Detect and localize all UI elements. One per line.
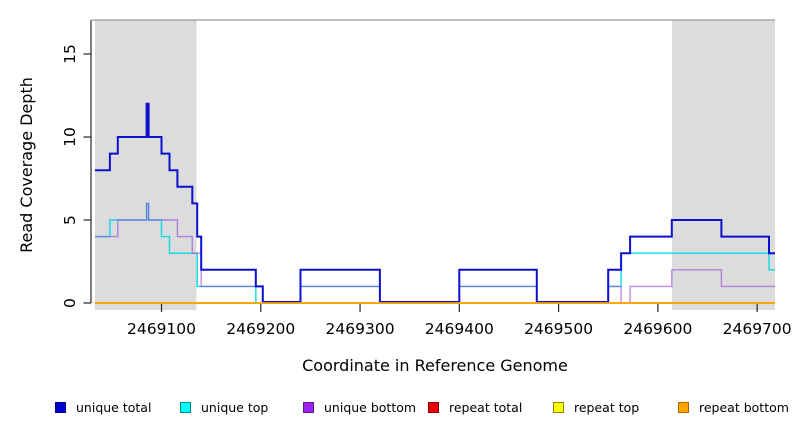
series-line-unique-bottom [95, 202, 775, 304]
legend-item-unique-bottom: unique bottom [303, 398, 416, 416]
legend-item-repeat-top: repeat top [553, 398, 639, 416]
repeat-bottom-swatch-icon [678, 401, 689, 413]
x-tick-label: 2469200 [226, 320, 295, 338]
legend-item-unique-total: unique total [55, 398, 151, 416]
legend: unique total unique top unique bottom re… [0, 398, 792, 418]
legend-label: unique top [201, 399, 269, 415]
legend-item-repeat-bottom: repeat bottom [678, 398, 789, 416]
legend-label: unique total [76, 399, 152, 415]
shaded-region-0 [95, 20, 197, 310]
repeat-top-swatch-icon [553, 401, 564, 413]
unique-total-swatch-icon [55, 401, 66, 413]
x-tick-label: 2469500 [524, 320, 593, 338]
legend-item-unique-top: unique top [180, 398, 268, 416]
x-tick-label: 2469300 [326, 320, 395, 338]
x-tick-label: 2469700 [723, 320, 792, 338]
shaded-region-1 [671, 20, 775, 310]
repeat-total-swatch-icon [428, 401, 439, 413]
unique-bottom-swatch-icon [303, 401, 314, 413]
legend-label: repeat top [574, 399, 640, 415]
legend-label: unique bottom [324, 399, 417, 415]
y-axis-label: Read Coverage Depth [17, 77, 36, 253]
unique-top-swatch-icon [180, 401, 191, 413]
x-axis-label: Coordinate in Reference Genome [302, 356, 568, 375]
legend-label: repeat bottom [699, 399, 789, 415]
x-tick-label: 2469100 [127, 320, 196, 338]
y-tick-label: 5 [61, 215, 79, 225]
legend-item-repeat-total: repeat total [428, 398, 522, 416]
y-tick-label: 15 [61, 44, 79, 64]
legend-label: repeat total [449, 399, 523, 415]
y-tick-label: 10 [61, 127, 79, 147]
y-tick-label: 0 [61, 298, 79, 308]
x-tick-label: 2469400 [425, 320, 494, 338]
series-line-unique-total [95, 102, 775, 303]
x-tick-label: 2469600 [623, 320, 692, 338]
